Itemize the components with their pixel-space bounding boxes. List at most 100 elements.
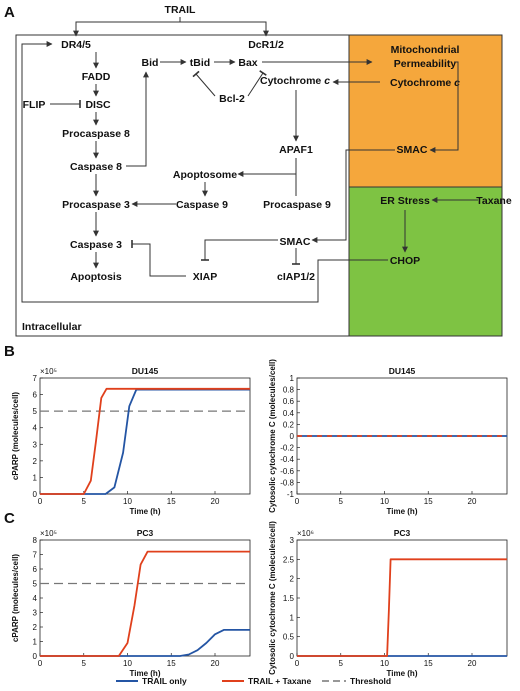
x-tick-label: 10 — [380, 659, 389, 668]
y-tick-label: 8 — [33, 536, 38, 545]
node-taxane: Taxane — [476, 195, 512, 207]
node-ciap12: cIAP1/2 — [277, 271, 315, 283]
plot-frame — [296, 539, 508, 657]
series-line-trail-only — [40, 388, 250, 495]
chart-du145-cytochrome: -1-0.8-0.6-0.4-0.200.20.40.60.810 5 10 15 20… — [268, 359, 508, 516]
x-tick-label: 10 — [380, 497, 389, 506]
edge-trail-dcr12 — [180, 21, 269, 37]
node-procaspase8: Procaspase 8 — [62, 128, 130, 140]
y-tick-label: 0 — [33, 652, 38, 661]
y-tick-label: 1 — [33, 638, 38, 647]
legend: TRAIL only TRAIL + Taxane Threshold — [116, 676, 391, 686]
pathway-edges — [21, 17, 478, 303]
edge-bcl2-tbid — [192, 70, 216, 97]
y-tick-label: 4 — [33, 594, 38, 603]
y-axis-label: Cytosolic cytochrome C (molecules/cell) — [268, 359, 277, 513]
er-box — [348, 186, 503, 337]
node-cytochrome-c-mito: Cytochrome c — [390, 77, 460, 89]
x-axis-label: Time (h) — [130, 507, 161, 516]
edge-bcl2-bax — [247, 70, 267, 97]
y-tick-label: 0.2 — [283, 420, 295, 429]
x-tick-label: 15 — [424, 497, 433, 506]
y-tick-label: -0.8 — [280, 478, 294, 487]
y-tick-label: -1 — [287, 490, 295, 499]
y-tick-label: 0.6 — [283, 397, 295, 406]
y-tick-label: 6 — [33, 391, 38, 400]
y-tick-label: 0 — [33, 490, 38, 499]
intracellular-label: Intracellular — [22, 321, 82, 333]
y-axis-label: cPARP (molecules/cell) — [11, 392, 20, 481]
chart-title: DU145 — [132, 366, 159, 376]
y-tick-label: 2 — [33, 623, 38, 632]
node-bax: Bax — [238, 57, 257, 69]
x-tick-label: 5 — [339, 659, 344, 668]
edge-caspase8-bid — [126, 71, 149, 167]
x-tick-label: 5 — [339, 497, 344, 506]
y-tick-label: 0.4 — [283, 409, 295, 418]
edge-mito-smac — [429, 61, 459, 153]
series-line-trail-taxane — [40, 387, 250, 495]
x-tick-label: 10 — [123, 659, 132, 668]
x-tick-label: 20 — [468, 659, 477, 668]
node-fadd: FADD — [82, 71, 111, 83]
y-tick-label: -0.2 — [280, 444, 294, 453]
x-axis-label: Time (h) — [387, 669, 418, 678]
x-tick-label: 5 — [82, 659, 87, 668]
x-tick-label: 0 — [38, 659, 43, 668]
chart-pc3-cytochrome: 0 0.5 1 1.5 2 2.5 3 0 5 10 15 20 PC3 Time (h) Cytosoli… — [268, 521, 508, 678]
y-tick-label: 4 — [33, 424, 38, 433]
x-axis-label: Time (h) — [130, 669, 161, 678]
y-tick-label: 0 — [290, 432, 295, 441]
y-tick-label: 0.8 — [283, 386, 295, 395]
node-procaspase9: Procaspase 9 — [263, 199, 331, 211]
y-axis-label: cPARP (molecules/cell) — [11, 554, 20, 643]
edge-smac-smac — [311, 149, 395, 243]
y-axis-exponent: ×10⁶ — [297, 529, 314, 538]
edge-apaf1-apoptosome — [237, 158, 297, 177]
chart-pc3-cparp: 0 1 2 3 4 5 6 7 8 0 5 10 15 20 PC3 Time (h) cPARP (molec… — [11, 528, 251, 678]
y-tick-label: 1 — [290, 374, 295, 383]
edge-xiap-caspase3 — [131, 240, 186, 277]
x-tick-label: 15 — [167, 659, 176, 668]
y-tick-label: 3 — [33, 440, 38, 449]
series-line-trail-taxane — [297, 558, 507, 657]
node-cytochrome-c: Cytochrome c — [260, 75, 330, 87]
panel-label-a: A — [4, 4, 15, 21]
y-tick-label: 5 — [33, 407, 38, 416]
y-tick-label: 0.5 — [283, 633, 295, 642]
y-tick-label: 2.5 — [283, 555, 295, 564]
y-tick-label: 3 — [290, 536, 295, 545]
x-tick-label: 5 — [82, 497, 87, 506]
y-tick-label: 2 — [290, 575, 295, 584]
y-tick-label: 1.5 — [283, 594, 295, 603]
y-tick-label: 1 — [33, 473, 38, 482]
y-axis-exponent: ×10⁵ — [40, 529, 57, 538]
x-tick-label: 15 — [167, 497, 176, 506]
chart-title: PC3 — [394, 528, 411, 538]
y-tick-label: 2 — [33, 457, 38, 466]
node-dr45: DR4/5 — [61, 39, 91, 51]
y-tick-label: 7 — [33, 551, 38, 560]
node-tbid: tBid — [190, 57, 210, 69]
x-tick-label: 0 — [38, 497, 43, 506]
chart-du145-cparp: 0 1 2 3 4 5 6 7 0 5 10 15 20 DU145 Time (h) cPARP (mole… — [11, 366, 251, 516]
x-axis-label: Time (h) — [387, 507, 418, 516]
node-caspase8: Caspase 8 — [70, 161, 122, 173]
x-tick-label: 0 — [295, 659, 300, 668]
y-tick-label: 6 — [33, 565, 38, 574]
node-apoptosome: Apoptosome — [173, 169, 237, 181]
panel-label-b: B — [4, 343, 15, 360]
y-tick-label: 5 — [33, 580, 38, 589]
edge-chop-dr45 — [21, 41, 388, 303]
chart-title: PC3 — [137, 528, 154, 538]
edge-smac-xiap — [201, 239, 278, 261]
node-smac-cytosol: SMAC — [280, 236, 311, 248]
node-chop: CHOP — [390, 255, 420, 267]
node-dcr12: DcR1/2 — [248, 39, 284, 51]
node-flip: FLIP — [23, 99, 46, 111]
plot-frame — [39, 377, 251, 495]
node-procaspase3: Procaspase 3 — [62, 199, 130, 211]
y-tick-label: 3 — [33, 609, 38, 618]
x-tick-label: 20 — [211, 497, 220, 506]
